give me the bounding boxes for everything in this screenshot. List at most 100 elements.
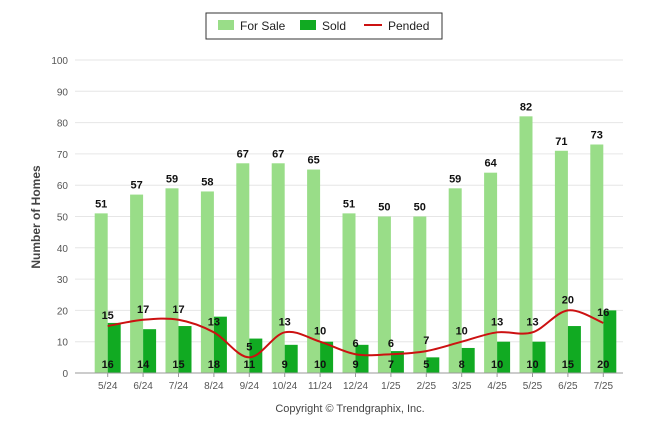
data-label-sold: 15 bbox=[172, 359, 184, 371]
bar-sold bbox=[426, 357, 440, 373]
data-label-sold: 5 bbox=[423, 359, 429, 371]
data-label-for-sale: 67 bbox=[237, 148, 249, 160]
data-label-sold: 9 bbox=[282, 359, 288, 371]
x-tick-label: 7/25 bbox=[594, 381, 614, 392]
data-label-sold: 10 bbox=[314, 359, 326, 371]
bars bbox=[94, 116, 617, 373]
data-label-pended: 15 bbox=[102, 310, 114, 322]
data-label-sold: 10 bbox=[491, 359, 503, 371]
y-tick-label: 0 bbox=[62, 369, 68, 380]
x-tick-label: 5/24 bbox=[98, 381, 118, 392]
x-tick-label: 4/25 bbox=[487, 381, 507, 392]
bar-sold bbox=[461, 347, 475, 373]
data-label-sold: 14 bbox=[137, 359, 150, 371]
bar-for-sale bbox=[307, 169, 321, 373]
bar-for-sale bbox=[200, 191, 214, 373]
x-tick-label: 9/24 bbox=[240, 381, 260, 392]
y-axis-title: Number of Homes bbox=[29, 165, 43, 269]
data-label-for-sale: 57 bbox=[130, 180, 142, 192]
bar-for-sale bbox=[271, 163, 285, 373]
data-label-pended: 10 bbox=[314, 326, 326, 338]
x-tick-label: 8/24 bbox=[204, 381, 224, 392]
bar-sold bbox=[178, 326, 192, 373]
data-label-sold: 18 bbox=[208, 359, 220, 371]
data-label-for-sale: 50 bbox=[378, 202, 390, 214]
bar-for-sale bbox=[165, 188, 179, 373]
bar-sold bbox=[213, 316, 227, 373]
data-label-pended: 13 bbox=[208, 316, 220, 328]
bar-for-sale bbox=[519, 116, 533, 373]
bar-sold bbox=[603, 310, 617, 373]
y-tick-label: 40 bbox=[57, 244, 69, 255]
bar-sold bbox=[532, 341, 546, 373]
bar-sold bbox=[284, 344, 298, 373]
bar-for-sale bbox=[236, 163, 250, 373]
data-label-pended: 17 bbox=[172, 304, 184, 316]
data-label-sold: 15 bbox=[562, 359, 574, 371]
data-label-pended: 6 bbox=[388, 338, 394, 350]
data-label-for-sale: 51 bbox=[95, 198, 107, 210]
x-tick-label: 1/25 bbox=[381, 381, 401, 392]
data-label-sold: 9 bbox=[352, 359, 358, 371]
legend-box bbox=[205, 12, 443, 40]
data-label-for-sale: 67 bbox=[272, 148, 284, 160]
legend-swatch-for-sale bbox=[218, 20, 234, 30]
bar-for-sale bbox=[554, 150, 568, 373]
legend-label-sold: Sold bbox=[322, 19, 346, 33]
x-tick-label: 3/25 bbox=[452, 381, 472, 392]
x-tick-label: 5/25 bbox=[523, 381, 543, 392]
pended-line bbox=[107, 309, 604, 359]
axes: 0 10 20 30 40 50 60 70 80 90 100 5/24 6/24 7/24 8/24 9/… bbox=[51, 56, 623, 392]
data-label-pended: 13 bbox=[526, 316, 538, 328]
bar-sold bbox=[497, 341, 511, 373]
data-label-for-sale: 65 bbox=[307, 155, 319, 167]
y-tick-label: 60 bbox=[57, 181, 69, 192]
data-label-sold: 11 bbox=[243, 359, 255, 371]
y-tick-label: 100 bbox=[51, 56, 68, 67]
bar-for-sale bbox=[130, 194, 144, 373]
legend-label-pended: Pended bbox=[388, 19, 429, 33]
y-tick-label: 80 bbox=[57, 119, 69, 130]
data-label-pended: 6 bbox=[352, 338, 358, 350]
data-labels: 5116571459155818671167965105195075055986… bbox=[95, 101, 609, 371]
data-label-pended: 17 bbox=[137, 304, 149, 316]
legend-label-for-sale: For Sale bbox=[240, 19, 286, 33]
copyright-text: Copyright © Trendgraphix, Inc. bbox=[275, 403, 424, 415]
data-label-pended: 13 bbox=[279, 316, 291, 328]
data-label-for-sale: 59 bbox=[166, 173, 178, 185]
x-tick-label: 6/25 bbox=[558, 381, 578, 392]
bar-for-sale bbox=[413, 216, 427, 373]
x-tick-label: 6/24 bbox=[133, 381, 153, 392]
bar-for-sale bbox=[377, 216, 391, 373]
data-label-pended: 5 bbox=[246, 341, 252, 353]
data-label-for-sale: 51 bbox=[343, 198, 355, 210]
data-label-for-sale: 71 bbox=[555, 136, 567, 148]
pended-line-layer bbox=[107, 309, 604, 359]
bar-sold bbox=[390, 351, 404, 373]
data-label-pended: 10 bbox=[456, 326, 468, 338]
x-tick-label: 7/24 bbox=[169, 381, 189, 392]
data-label-sold: 10 bbox=[526, 359, 538, 371]
data-label-for-sale: 73 bbox=[591, 130, 603, 142]
y-tick-label: 50 bbox=[57, 213, 69, 224]
data-label-for-sale: 59 bbox=[449, 173, 461, 185]
data-label-for-sale: 58 bbox=[201, 176, 213, 188]
data-label-for-sale: 50 bbox=[414, 202, 426, 214]
bar-sold bbox=[107, 322, 121, 373]
x-tick-label: 2/25 bbox=[417, 381, 437, 392]
data-label-for-sale: 64 bbox=[484, 158, 497, 170]
legend: For Sale Sold Pended bbox=[205, 12, 443, 40]
x-tick-label: 10/24 bbox=[272, 381, 297, 392]
y-tick-label: 10 bbox=[57, 338, 69, 349]
data-label-sold: 7 bbox=[388, 359, 394, 371]
bar-for-sale bbox=[94, 213, 108, 373]
legend-swatch-sold bbox=[300, 20, 316, 30]
x-tick-label: 12/24 bbox=[343, 381, 368, 392]
y-tick-label: 90 bbox=[57, 87, 69, 98]
y-tick-label: 20 bbox=[57, 306, 69, 317]
bar-sold bbox=[143, 329, 157, 373]
x-tick-label: 11/24 bbox=[308, 381, 333, 392]
data-label-pended: 20 bbox=[562, 294, 574, 306]
y-tick-label: 70 bbox=[57, 150, 69, 161]
